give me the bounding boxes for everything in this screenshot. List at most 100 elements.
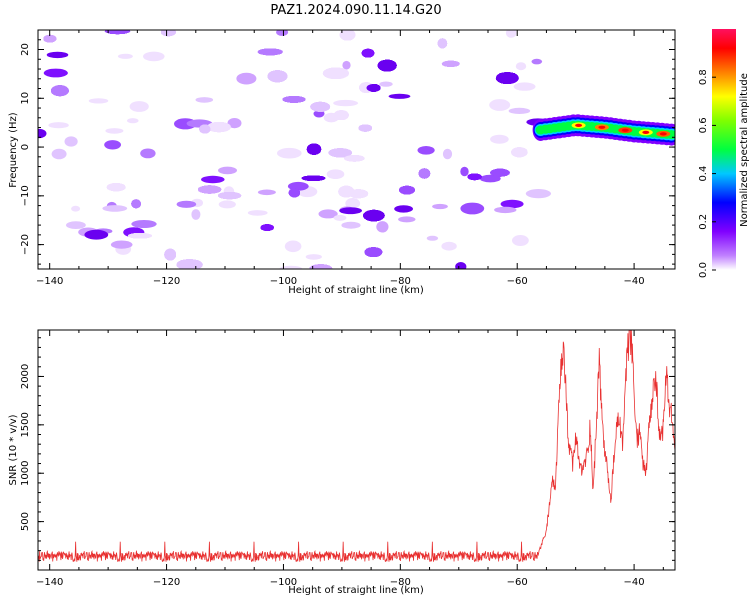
spectrogram-noise-blob [441, 241, 457, 251]
spectrogram-noise-blob [328, 148, 352, 158]
snr-background [38, 330, 675, 570]
spectrogram-noise-blob [284, 240, 302, 253]
spectrogram-noise-blob [313, 110, 325, 118]
snr-ticks: −140 −120 −100 −80 −60 −40 500 1000 1500 2000 [20, 330, 675, 588]
snr-series-line [38, 330, 675, 563]
signal-peak-core [598, 125, 606, 129]
spectrogram-noise-blob [48, 122, 69, 129]
x-tick-label: −140 [36, 577, 63, 588]
colorbar-tick-label: 0.8 [698, 69, 709, 85]
x-tick-label: −80 [390, 276, 411, 287]
spectrogram-noise-blob [207, 122, 231, 133]
spectrogram-noise-blob [339, 30, 356, 41]
spectrogram-noise-blob [342, 60, 351, 70]
y-tick-label: −10 [20, 185, 31, 206]
spectrogram-noise-blob [260, 224, 274, 231]
spectrogram-noise-blob [51, 148, 67, 160]
spectrogram-noise-blob [66, 221, 86, 230]
spectrogram-noise-blob [218, 166, 237, 175]
spectrogram-noise-blob [43, 68, 68, 78]
x-tick-label: −60 [507, 276, 528, 287]
snr-y-axis-label: SNR (10 * v/v) [8, 414, 19, 485]
spectrogram-noise-blob [309, 264, 333, 269]
spectrogram-noise-blob [257, 48, 283, 56]
spectrogram-noise-blob [38, 128, 47, 139]
x-tick-label: −120 [153, 276, 180, 287]
spectrogram-noise-blob [71, 205, 81, 212]
spectrogram-noise-blob [496, 72, 519, 84]
spectrogram-noise-blob [84, 229, 109, 240]
spectrogram-noise-blob [127, 118, 139, 124]
spectrogram-noise-blob [467, 173, 482, 181]
spectrogram-noise-blob [102, 205, 128, 212]
spectrogram-noise-blob [323, 67, 349, 80]
y-tick-label: 20 [20, 43, 31, 56]
colorbar-tick-label: 0.0 [698, 262, 709, 278]
spectrogram-noise-blob [511, 147, 528, 158]
spectrogram-noise-blob [341, 221, 361, 229]
spectrogram-noise-blob [398, 216, 416, 223]
spectrogram-noise-blob [376, 221, 389, 233]
spectrogram-frame [37, 29, 676, 270]
colorbar-ticks: 0.0 0.2 0.4 0.6 0.8 [698, 69, 716, 278]
spectrogram-noise-blob [489, 99, 511, 111]
spectrogram-noise-blob [218, 192, 242, 200]
spectrogram-noise-blob [513, 82, 536, 91]
spectrogram-noise-blob [128, 233, 152, 239]
spectrogram-noise-blob [110, 240, 133, 249]
y-tick-label: 500 [20, 512, 31, 531]
spectrogram-noise-blob [306, 143, 322, 155]
spectrogram-noise-blob [129, 101, 149, 112]
spectrogram-noise-blob [494, 206, 517, 214]
spectrogram-noise-blob [366, 84, 381, 92]
spectrogram-noise-blob [301, 175, 326, 181]
spectrogram-noise-blob [161, 30, 176, 37]
spectrogram-noise-blob [490, 134, 509, 144]
spectrogram-noise-blob [305, 254, 322, 260]
spectrogram-noise-blob [364, 247, 383, 257]
spectrogram-noise-blob [318, 209, 338, 219]
spectrogram-noise-blob [338, 185, 355, 198]
spectrogram-noise-blob [361, 48, 375, 58]
spectrogram-noise-blob [417, 146, 435, 155]
spectrogram-noise-blob [479, 174, 501, 183]
spectrogram-noise-blob [333, 110, 349, 120]
spectrogram-noise-blob [247, 210, 268, 216]
spectrogram-noise-blob [512, 235, 529, 246]
spectrogram-noise-blob [310, 101, 331, 112]
x-tick-label: −40 [624, 276, 645, 287]
spectrogram-noise-blob [51, 85, 69, 97]
signal-peak-core [575, 123, 583, 127]
colorbar-tick-label: 0.4 [698, 166, 709, 182]
spectrogram-noise-blob [131, 199, 141, 209]
x-tick-label: −80 [390, 577, 411, 588]
spectrogram-noise-blob [339, 207, 362, 215]
spectrogram-noise-blob [460, 166, 469, 177]
spectrogram-noise-blob [377, 59, 397, 72]
snr-x-axis-label: Height of straight line (km) [288, 585, 424, 596]
y-tick-label: 2000 [20, 364, 31, 389]
spectrogram-noise-blob [199, 124, 211, 134]
spectrogram-noise-blob [500, 199, 524, 209]
spectrogram-noise-blob [131, 220, 157, 228]
spectrogram-noise-blob [531, 58, 543, 65]
signal-peak-core [642, 130, 650, 134]
y-tick-label: 0 [20, 144, 31, 150]
spectrogram-noise-blob [418, 168, 431, 179]
x-tick-label: −120 [153, 577, 180, 588]
colorbar-gradient [712, 29, 736, 270]
spectrogram-noise-blob [388, 93, 411, 99]
spectrogram-noise-blob [105, 128, 124, 134]
spectrogram-noise-blob [455, 262, 467, 269]
spectrogram-noise-blob [344, 155, 365, 162]
y-tick-label: −20 [20, 234, 31, 255]
chart-title: PAZ1.2024.090.11.14.G20 [270, 3, 441, 18]
colorbar: 0.0 0.2 0.4 0.6 0.8 Normalized spectral ampl… [698, 29, 750, 278]
spectrogram-x-axis-label: Height of straight line (km) [288, 285, 424, 296]
snr-panel: −140 −120 −100 −80 −60 −40 500 1000 1500 2000 Hei… [8, 329, 676, 596]
spectrogram-noise-blob [505, 30, 517, 38]
spectrogram-noise-blob [432, 203, 448, 210]
spectrogram-noise-blob [218, 200, 236, 209]
spectrogram-noise-blob [460, 202, 485, 215]
